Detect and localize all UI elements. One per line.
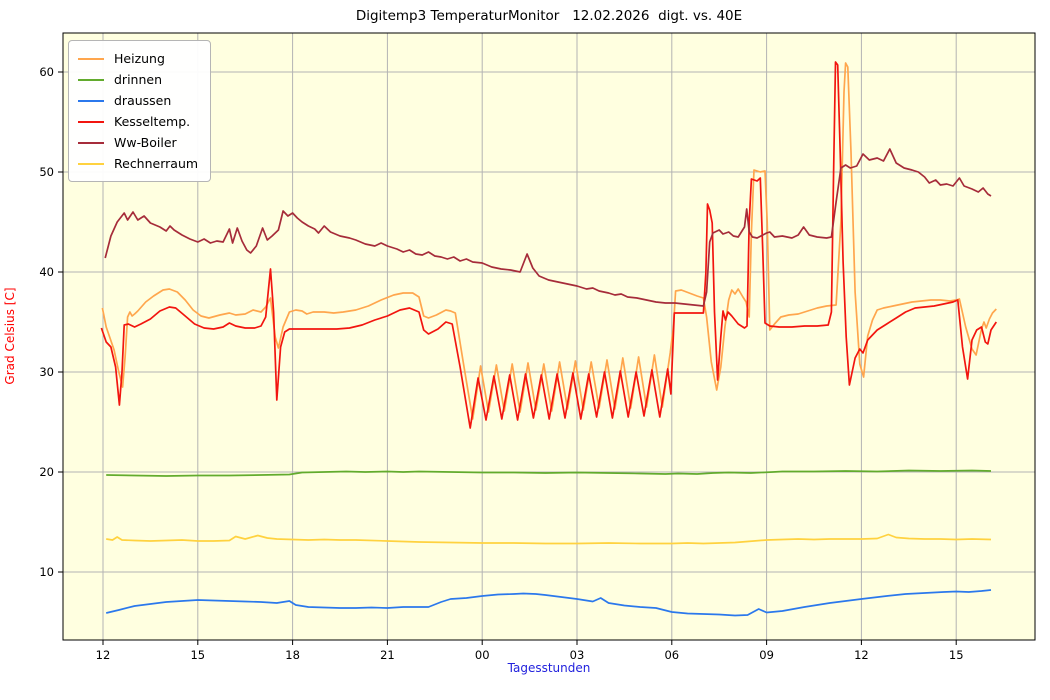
legend-item-drinnen: drinnen — [78, 69, 198, 90]
legend-label: Kesseltemp. — [114, 114, 191, 129]
x-tick-label: 15 — [949, 648, 964, 662]
legend: Heizung drinnen draussen Kesseltemp. Ww-Boil… — [68, 40, 212, 182]
legend-line-swatch — [78, 120, 104, 123]
axes-frame — [62, 32, 1036, 641]
legend-item-ww-boiler: Ww-Boiler — [78, 132, 198, 153]
y-tick-label: 50 — [39, 165, 54, 179]
y-tick-label: 10 — [39, 565, 54, 579]
x-axis-label: Tagesstunden — [507, 661, 591, 675]
legend-label: Heizung — [114, 51, 165, 66]
legend-line-swatch — [78, 57, 104, 60]
x-tick-label: 21 — [380, 648, 395, 662]
chart-title: Digitemp3 TemperaturMonitor 12.02.2026 d… — [355, 8, 743, 24]
legend-line-swatch — [78, 99, 104, 102]
legend-line-swatch — [78, 78, 104, 81]
x-tick-label: 12 — [96, 648, 111, 662]
x-tick-label: 09 — [759, 648, 774, 662]
legend-label: drinnen — [114, 72, 163, 87]
legend-line-swatch — [78, 162, 104, 165]
legend-line-swatch — [78, 141, 104, 144]
y-tick-label: 20 — [39, 465, 54, 479]
legend-item-draussen: draussen — [78, 90, 198, 111]
series-line-drinnen — [106, 469, 992, 477]
x-tick-label: 18 — [285, 648, 300, 662]
y-tick-label: 30 — [39, 365, 54, 379]
legend-label: draussen — [114, 93, 172, 108]
legend-item-kesseltemp-: Kesseltemp. — [78, 111, 198, 132]
series-line-ww-boiler — [104, 148, 992, 307]
series-line-rechnerraum — [106, 533, 992, 545]
series-line-draussen — [106, 589, 992, 617]
x-tick-label: 00 — [475, 648, 490, 662]
x-tick-label: 03 — [570, 648, 585, 662]
legend-label: Ww-Boiler — [114, 135, 177, 150]
legend-item-rechnerraum: Rechnerraum — [78, 153, 198, 174]
legend-item-heizung: Heizung — [78, 48, 198, 69]
y-tick-label: 60 — [39, 65, 54, 79]
x-tick-label: 06 — [664, 648, 679, 662]
series-line-kesseltemp- — [100, 61, 998, 429]
y-axis-label: Grad Celsius [C] — [3, 287, 17, 385]
x-tick-label: 15 — [190, 648, 205, 662]
legend-label: Rechnerraum — [114, 156, 199, 171]
x-tick-label: 12 — [854, 648, 869, 662]
y-tick-label: 40 — [39, 265, 54, 279]
